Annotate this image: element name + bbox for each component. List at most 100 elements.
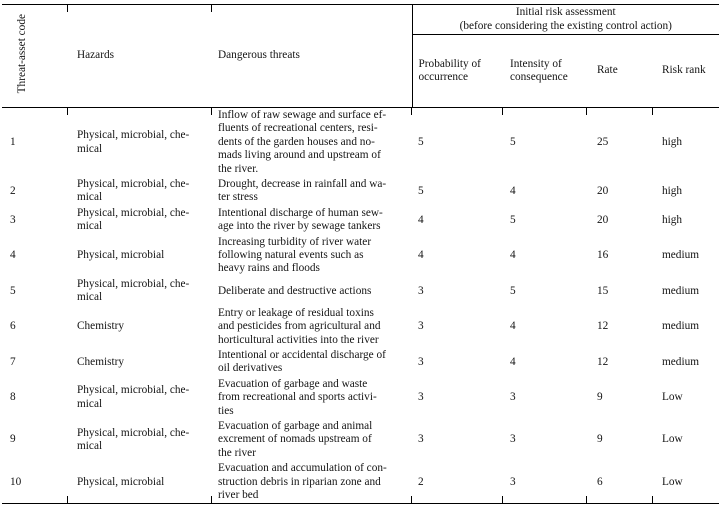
cell-code: 9	[10, 433, 16, 446]
cell-threat: Evacuation and accumulation of con- stru…	[211, 461, 412, 504]
cell-rate: 16	[597, 249, 609, 262]
dangerous-threats-label: Dangerous threats	[218, 49, 300, 62]
probability-value: 5	[418, 135, 424, 148]
cell-threat: Evacuation of garbage and waste from rec…	[218, 377, 377, 417]
cell-rate: 20	[597, 184, 609, 197]
column-divider-tick	[586, 108, 587, 115]
cell-intensity: 5	[510, 284, 516, 297]
intensity-value: 3	[510, 475, 516, 488]
cell-threat: Inflow of raw sewage and surface ef- flu…	[211, 108, 412, 178]
column-divider-tick	[67, 5, 68, 12]
column-divider-tick	[586, 496, 587, 504]
cell-intensity: 4	[510, 249, 516, 262]
table-row: 1 Physical, microbial, che- mical Inflow…	[2, 108, 719, 178]
header-risk-rank: Risk rank	[653, 34, 719, 108]
cell-risk-rank: medium	[662, 284, 700, 297]
cell-hazards: Physical, microbial	[77, 249, 165, 262]
cell-threat: Intentional discharge of human sew- age …	[218, 206, 383, 233]
cell-risk-rank: medium	[662, 355, 700, 368]
cell-risk-rank: Low	[652, 461, 719, 504]
threat-text: Inflow of raw sewage and surface ef- flu…	[218, 109, 387, 175]
cell-risk-rank: high	[662, 184, 683, 197]
column-divider-tick	[211, 108, 212, 115]
cell-risk-rank: Low	[662, 391, 683, 404]
header-probability-of-occurrence: Probability of occurrence	[411, 34, 503, 108]
cell-hazards: Chemistry	[77, 355, 125, 368]
risk-assessment-table: Threat-asset code Hazards Dangerous thre…	[2, 4, 719, 505]
cell-intensity: 5	[510, 213, 516, 226]
cell-rate: 12	[597, 320, 609, 333]
table-row: 2 Physical, microbial, che- mical Drough…	[2, 177, 719, 206]
cell-intensity: 4	[510, 184, 516, 197]
table-row: 5 Physical, microbial, che- mical Delibe…	[2, 277, 719, 306]
cell-intensity: 3	[510, 391, 516, 404]
cell-intensity: 3	[502, 461, 587, 504]
header-intensity-of-consequence: Intensity of consequence	[503, 34, 587, 108]
hazards-label: Hazards	[77, 49, 115, 62]
header-rate: Rate	[587, 34, 653, 108]
cell-code: 10	[10, 475, 22, 488]
column-divider-tick	[652, 496, 653, 504]
column-divider-tick	[411, 496, 412, 504]
cell-rate: 15	[597, 284, 609, 297]
cell-probability: 4	[418, 213, 424, 226]
table-row: 8 Physical, microbial, che- mical Evacua…	[2, 377, 719, 419]
cell-code: 6	[10, 320, 16, 333]
header-dangerous-threats: Dangerous threats	[211, 4, 412, 108]
cell-rate: 9	[597, 433, 603, 446]
cell-hazards: Physical, microbial, che- mical	[77, 206, 190, 233]
cell-hazards: Physical, microbial, che- mical	[67, 108, 212, 178]
cell-rate: 12	[597, 355, 609, 368]
cell-code: 8	[10, 391, 16, 404]
table-row: 6 Chemistry Entry or leakage of residual…	[2, 306, 719, 348]
cell-hazards: Physical, microbial, che- mical	[77, 277, 190, 304]
column-divider-tick	[211, 5, 212, 12]
cell-risk-rank: medium	[662, 249, 700, 262]
cell-risk-rank: Low	[662, 433, 683, 446]
intensity-value: 5	[510, 135, 516, 148]
cell-intensity: 4	[510, 320, 516, 333]
cell-risk-rank: high	[652, 108, 719, 178]
cell-code: 5	[10, 284, 16, 297]
cell-probability: 3	[418, 433, 424, 446]
risk-rank-value: Low	[662, 475, 683, 488]
threat-text: Evacuation and accumulation of con- stru…	[218, 462, 387, 501]
table-row: 7 Chemistry Intentional or accidental di…	[2, 348, 719, 377]
column-divider-tick	[652, 108, 653, 115]
rate-value: 25	[597, 135, 609, 148]
table-row: 9 Physical, microbial, che- mical Evacua…	[2, 419, 719, 461]
initial-risk-assessment-table: Threat-asset code Hazards Dangerous thre…	[2, 4, 719, 505]
cell-threat: Increasing turbidity of river water foll…	[218, 235, 372, 275]
cell-probability: 3	[418, 320, 424, 333]
cell-hazards: Physical, microbial, che- mical	[77, 384, 190, 410]
cell-hazards: Physical, microbial, che- mical	[77, 426, 190, 453]
threat-asset-code-label: Threat-asset code	[16, 14, 28, 94]
cell-probability: 2	[411, 461, 503, 504]
cell-threat: Drought, decrease in rainfall and wa- te…	[218, 178, 387, 204]
cell-code: 3	[10, 213, 16, 226]
risk-rank-value: high	[662, 135, 683, 148]
cell-probability: 3	[418, 355, 424, 368]
column-divider-tick	[67, 496, 68, 504]
cell-intensity: 3	[510, 433, 516, 446]
header-threat-asset-code: Threat-asset code	[2, 4, 68, 108]
table-row: 10 Physical, microbial Evacuation and ac…	[2, 461, 719, 504]
cell-intensity: 5	[502, 108, 587, 178]
cell-rate: 25	[586, 108, 653, 178]
column-divider-tick	[211, 496, 212, 504]
cell-probability: 4	[418, 249, 424, 262]
cell-code: 2	[10, 184, 16, 197]
cell-risk-rank: medium	[662, 320, 700, 333]
cell-threat: Intentional or accidental discharge of o…	[218, 348, 386, 375]
cell-probability: 3	[418, 284, 424, 297]
cell-intensity: 4	[510, 355, 516, 368]
cell-rate: 9	[597, 391, 603, 404]
cell-rate: 6	[586, 461, 653, 504]
cell-code: 1	[10, 135, 16, 148]
table-row: 4 Physical, microbial Increasing turbidi…	[2, 235, 719, 277]
cell-threat: Entry or leakage of residual toxins and …	[218, 306, 381, 346]
cell-hazards: Chemistry	[77, 320, 125, 333]
cell-risk-rank: high	[662, 213, 683, 226]
cell-probability: 3	[418, 391, 424, 404]
